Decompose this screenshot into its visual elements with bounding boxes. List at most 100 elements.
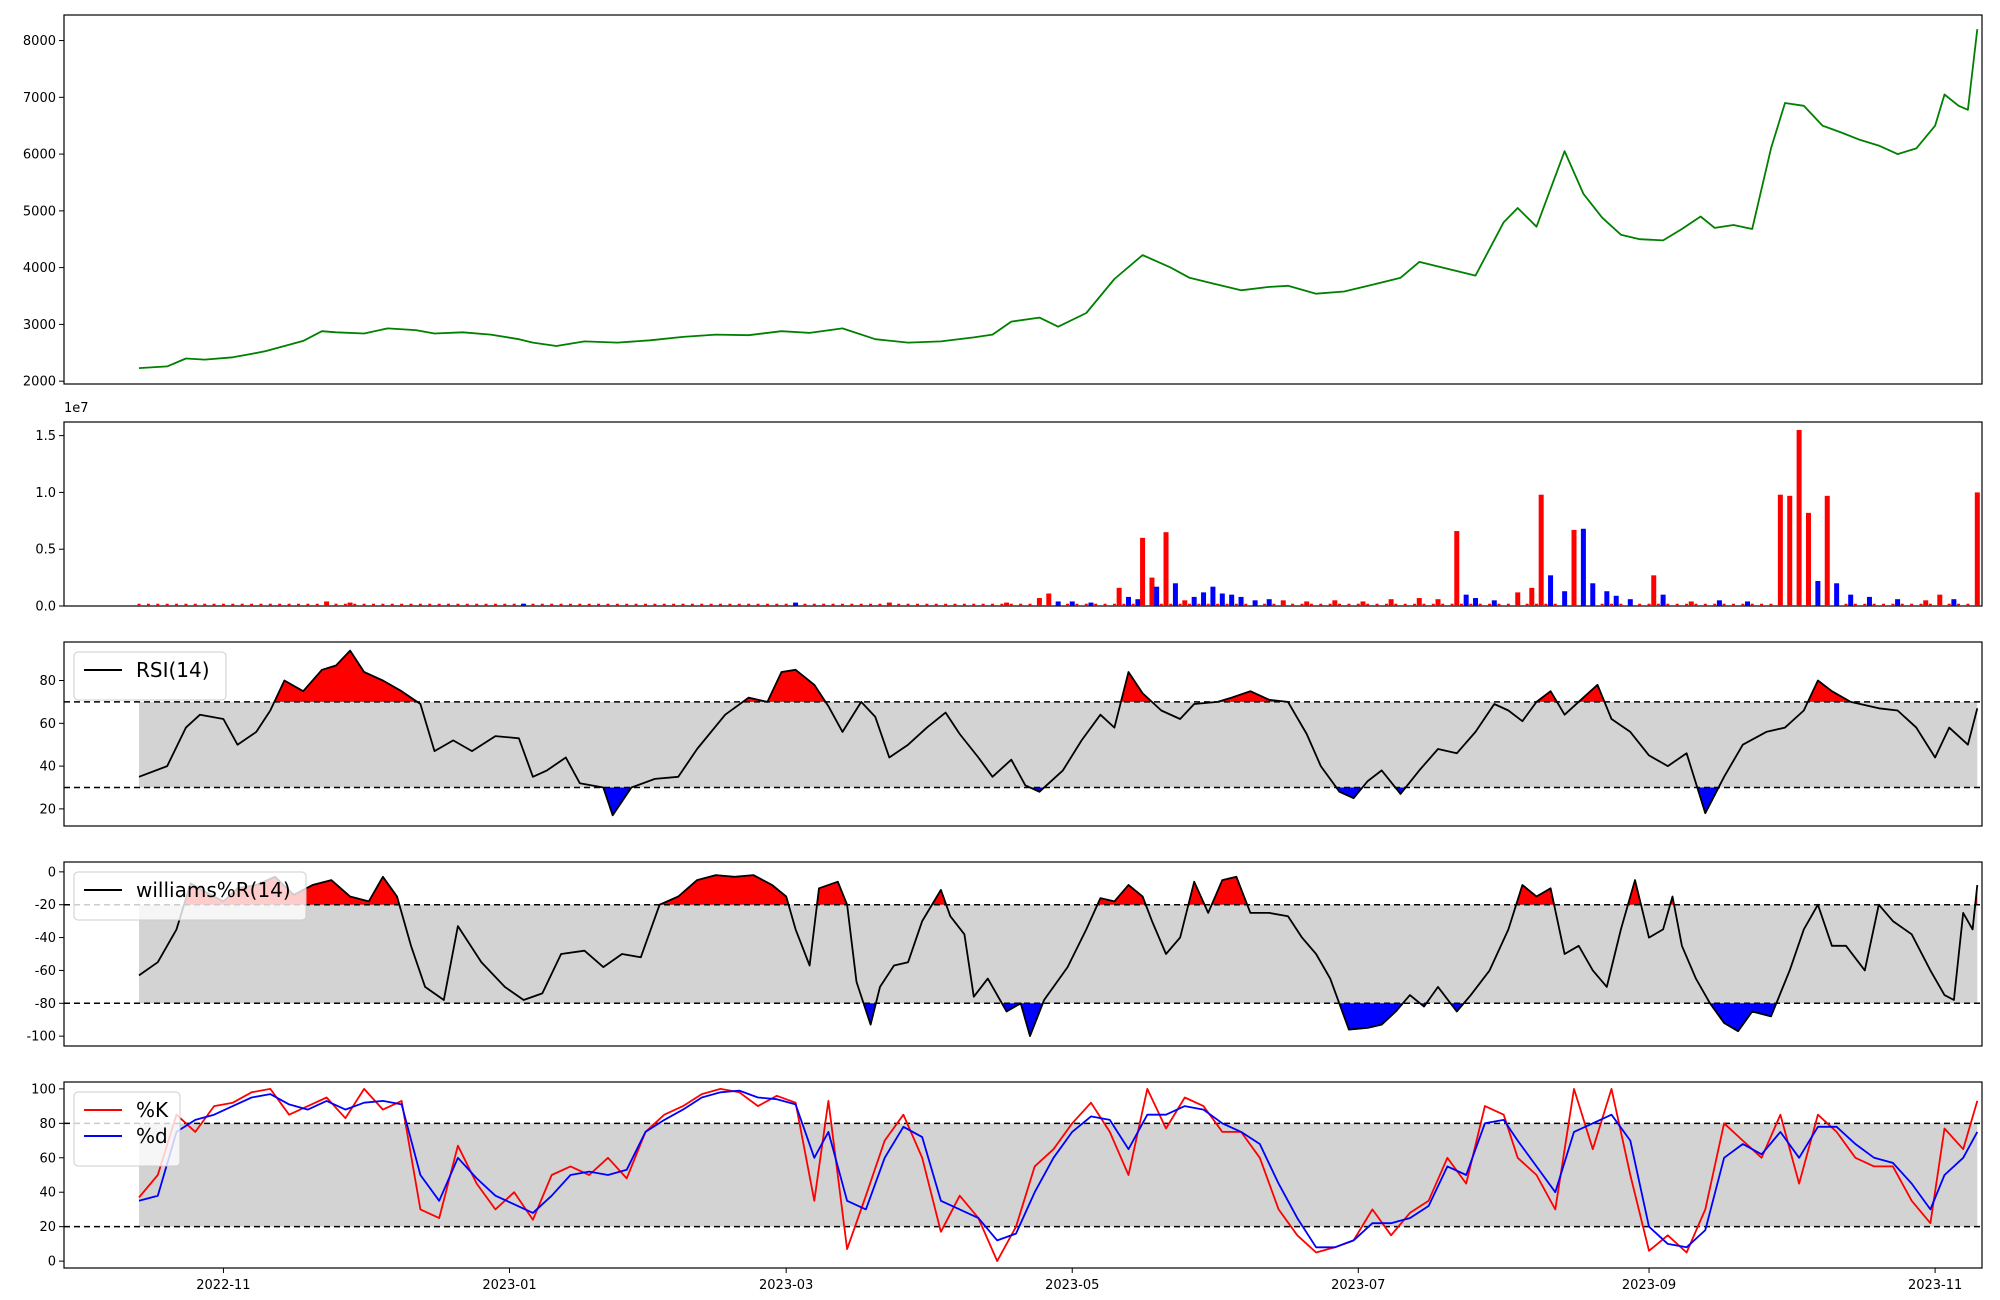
volume-bar xyxy=(1895,599,1901,606)
volume-bar-baseline xyxy=(681,603,685,606)
volume-bar xyxy=(886,602,892,606)
volume-bar xyxy=(1974,492,1980,606)
legend-box xyxy=(73,651,227,701)
volume-bar-baseline xyxy=(672,603,676,606)
volume-bar xyxy=(1716,600,1722,606)
volume-bar xyxy=(1651,575,1657,606)
volume-bar xyxy=(1140,537,1146,606)
volume-bar-baseline xyxy=(822,603,826,606)
volume-bar xyxy=(1088,602,1094,606)
volume-bar-baseline xyxy=(240,603,244,606)
volume-bar-baseline xyxy=(540,603,544,606)
oversold-fill xyxy=(1450,1003,1464,1012)
volume-bar-baseline xyxy=(915,603,919,606)
axes-frame xyxy=(63,421,1983,607)
volume-bar-baseline xyxy=(1910,603,1914,606)
volume-bar-baseline xyxy=(1328,603,1332,606)
volume-bar-baseline xyxy=(1469,603,1473,606)
volume-bar xyxy=(1824,495,1830,606)
volume-bar-baseline xyxy=(306,603,310,606)
volume-bar-baseline xyxy=(1900,603,1904,606)
volume-bar-baseline xyxy=(1375,603,1379,606)
volume-bar xyxy=(1055,601,1061,606)
y-tick-label: 6000 xyxy=(23,148,56,163)
volume-bar-baseline xyxy=(1403,603,1407,606)
volume-bar-baseline xyxy=(709,603,713,606)
volume-bar-baseline xyxy=(484,603,488,606)
volume-bar-baseline xyxy=(1159,603,1163,606)
volume-offset-label: 1e7 xyxy=(64,401,89,416)
volume-bar-baseline xyxy=(1647,603,1651,606)
volume-bar-baseline xyxy=(1525,603,1529,606)
volume-bar-baseline xyxy=(1356,603,1360,606)
volume-bar-baseline xyxy=(1103,603,1107,606)
volume-bar-baseline xyxy=(400,603,404,606)
volume-bar-baseline xyxy=(1544,603,1548,606)
price-line-panel: 2000 3000 4000 5000 6000 7000 8000 xyxy=(23,14,1983,390)
volume-bar-baseline xyxy=(1619,603,1623,606)
legend-label: %K xyxy=(136,1098,169,1122)
volume-bar-baseline xyxy=(700,603,704,606)
volume-bar xyxy=(1154,586,1160,606)
oversold-fill xyxy=(1339,1003,1403,1030)
volume-bar xyxy=(1069,601,1075,606)
volume-bar-baseline xyxy=(991,603,995,606)
volume-bar-baseline xyxy=(1694,603,1698,606)
volume-bar-baseline xyxy=(559,603,563,606)
volume-bar-baseline xyxy=(1760,603,1764,606)
y-tick-label: 3000 xyxy=(23,318,56,333)
volume-bar-baseline xyxy=(1600,603,1604,606)
volume-bar-baseline xyxy=(146,603,150,606)
y-tick-label: 60 xyxy=(39,1151,56,1166)
volume-bar xyxy=(1135,599,1141,606)
volume-bar-baseline xyxy=(456,603,460,606)
volume-bar-baseline xyxy=(765,603,769,606)
volume-bar-baseline xyxy=(203,603,207,606)
volume-bar-baseline xyxy=(1272,603,1276,606)
volume-bar xyxy=(1191,596,1197,606)
y-tick-label: 20 xyxy=(39,802,56,817)
volume-bar-baseline xyxy=(437,603,441,606)
volume-bar-baseline xyxy=(1610,603,1614,606)
volume-bar-baseline xyxy=(972,603,976,606)
legend-box xyxy=(73,871,307,921)
volume-bar-baseline xyxy=(1675,603,1679,606)
volume-bar xyxy=(1238,596,1244,606)
y-tick-label: 7000 xyxy=(23,91,56,106)
volume-bar xyxy=(1580,528,1586,606)
volume-bar-baseline xyxy=(1844,603,1848,606)
volume-bar xyxy=(1796,429,1802,606)
legend-label: RSI(14) xyxy=(136,658,210,682)
oversold-fill xyxy=(1697,787,1719,814)
x-tick-label: 2022-11 xyxy=(196,1278,250,1293)
volume-bar-baseline xyxy=(1178,603,1182,606)
volume-bar xyxy=(1416,598,1422,606)
volume-bar-baseline xyxy=(1666,603,1670,606)
x-tick-label: 2023-01 xyxy=(482,1278,536,1293)
volume-bar-baseline xyxy=(193,603,197,606)
volume-bar-baseline xyxy=(728,603,732,606)
volume-bar-baseline xyxy=(1319,603,1323,606)
volume-bar-baseline xyxy=(1112,603,1116,606)
volume-bar-baseline xyxy=(840,603,844,606)
axes-frame xyxy=(63,14,1983,385)
volume-bar-baseline xyxy=(1263,603,1267,606)
stochastic-panel: 0 20 40 60 80 100 %K%d xyxy=(31,1081,1983,1270)
volume-bar xyxy=(347,602,353,606)
volume-bar-baseline xyxy=(615,603,619,606)
volume-bar-baseline xyxy=(587,603,591,606)
overbought-fill xyxy=(1188,881,1205,905)
volume-bar-baseline xyxy=(1197,603,1201,606)
volume-bar-baseline xyxy=(850,603,854,606)
volume-bar xyxy=(1571,529,1577,606)
volume-bar-baseline xyxy=(165,603,169,606)
volume-bar xyxy=(1304,601,1310,606)
volume-bar xyxy=(324,601,330,606)
legend-label: %d xyxy=(136,1124,168,1148)
indicator-line xyxy=(138,874,1979,1037)
volume-bar-baseline xyxy=(353,603,357,606)
y-tick-label: 60 xyxy=(39,717,56,732)
volume-bar-baseline xyxy=(1291,603,1295,606)
volume-bar-baseline xyxy=(1872,603,1876,606)
volume-bar-baseline xyxy=(1309,603,1313,606)
